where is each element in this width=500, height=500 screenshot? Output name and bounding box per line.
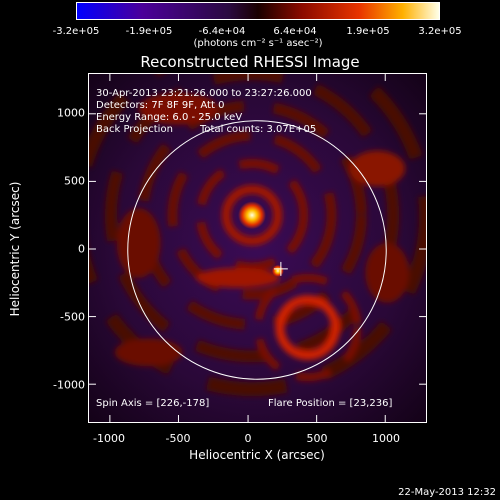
y-tick: -1000 bbox=[53, 378, 85, 392]
flare-position: Flare Position = [23,236] bbox=[268, 398, 393, 409]
total-counts: Total counts: 3.07E+05 bbox=[200, 124, 317, 135]
colorbar-tick: -1.9e+05 bbox=[125, 26, 173, 37]
x-tick: 500 bbox=[306, 432, 328, 445]
colorbar-tick: 3.2e+05 bbox=[418, 26, 462, 37]
x-tick: -1000 bbox=[93, 432, 125, 445]
image-title: Reconstructed RHESSI Image bbox=[140, 53, 360, 71]
detectors: Detectors: 7F 8F 9F, Att 0 bbox=[96, 100, 225, 111]
x-axis-label: Heliocentric X (arcsec) bbox=[189, 448, 325, 462]
y-axis-label: Heliocentric Y (arcsec) bbox=[8, 181, 22, 317]
method: Back Projection bbox=[96, 124, 173, 135]
time-range: 30-Apr-2013 23:21:26.000 to 23:27:26.000 bbox=[96, 88, 312, 99]
x-tick: -500 bbox=[165, 432, 191, 445]
colorbar-units: (photons cm⁻² s⁻¹ asec⁻²) bbox=[193, 38, 323, 49]
timestamp: 22-May-2013 12:32 bbox=[398, 487, 496, 498]
energy-range: Energy Range: 6.0 - 25.0 keV bbox=[96, 112, 243, 123]
x-tick: 0 bbox=[244, 432, 252, 445]
y-tick: -500 bbox=[60, 310, 85, 324]
y-tick: 0 bbox=[78, 242, 85, 256]
rhessi-image bbox=[88, 73, 427, 423]
y-tick: 500 bbox=[64, 174, 85, 188]
colorbar bbox=[76, 2, 440, 20]
colorbar-tick: -3.2e+05 bbox=[52, 26, 100, 37]
colorbar-tick: -6.4e+04 bbox=[198, 26, 246, 37]
y-tick: 1000 bbox=[57, 106, 85, 120]
colorbar-tick: 1.9e+05 bbox=[346, 26, 390, 37]
colorbar-tick: 6.4e+04 bbox=[273, 26, 317, 37]
x-tick: 1000 bbox=[372, 432, 400, 445]
spin-axis: Spin Axis = [226,-178] bbox=[96, 398, 210, 409]
